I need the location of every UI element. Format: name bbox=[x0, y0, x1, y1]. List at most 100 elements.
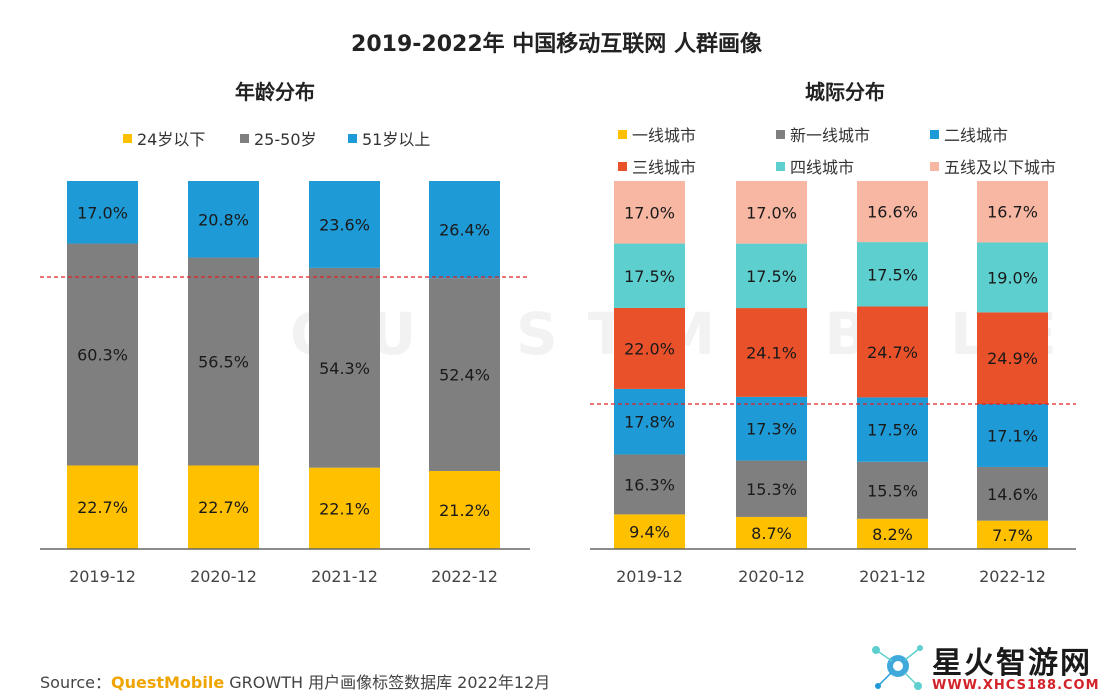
city-legend-item: 二线城市 bbox=[930, 122, 1008, 146]
city-data-label: 17.0% bbox=[746, 203, 797, 222]
age-x-tick-label: 2019-12 bbox=[69, 567, 136, 586]
city-bar-2019-12-series-1 bbox=[614, 454, 685, 515]
city-bar-2020-12-series-2 bbox=[736, 396, 807, 461]
city-x-tick-label: 2020-12 bbox=[738, 567, 805, 586]
city-data-label: 15.3% bbox=[746, 480, 797, 499]
city-data-label: 14.6% bbox=[987, 485, 1038, 504]
city-bar-2019-12-series-0 bbox=[614, 514, 685, 549]
legend-swatch bbox=[240, 133, 249, 143]
age-legend-item: 51岁以上 bbox=[348, 126, 430, 150]
city-data-label: 9.4% bbox=[629, 523, 670, 542]
age-data-label: 20.8% bbox=[198, 210, 249, 229]
city-bar-2019-12-series-5 bbox=[614, 181, 685, 244]
city-data-label: 17.0% bbox=[624, 203, 675, 222]
legend-label: 新一线城市 bbox=[790, 126, 871, 145]
age-chart: 22.7% 60.3% 17.0% 2019-12 22.7% 56.5% 20.8% 202… bbox=[40, 181, 530, 586]
city-bar-2022-12-series-1 bbox=[977, 466, 1048, 521]
legend-swatch bbox=[618, 161, 627, 171]
city-bar-2021-12-series-3 bbox=[857, 306, 928, 398]
age-data-label: 22.7% bbox=[198, 498, 249, 517]
legend-label: 25-50岁 bbox=[254, 130, 317, 149]
city-bar-2021-12-series-2 bbox=[857, 397, 928, 462]
legend-swatch bbox=[930, 161, 939, 171]
age-data-label: 56.5% bbox=[198, 353, 249, 372]
age-x-tick-label: 2020-12 bbox=[190, 567, 257, 586]
age-bar-2020-12-series-2 bbox=[188, 181, 259, 258]
age-data-label: 17.0% bbox=[77, 203, 128, 222]
city-bar-2021-12-series-0 bbox=[857, 518, 928, 549]
city-x-tick-label: 2019-12 bbox=[616, 567, 683, 586]
legend-label: 51岁以上 bbox=[362, 130, 431, 149]
site-watermark: 星火智游网 WWW.XHCS188.COM bbox=[868, 636, 1108, 698]
city-data-label: 17.8% bbox=[624, 413, 675, 432]
legend-label: 一线城市 bbox=[632, 126, 697, 145]
age-bar-2022-12-series-1 bbox=[429, 278, 500, 471]
city-bar-2022-12-series-0 bbox=[977, 520, 1048, 549]
age-bar-2019-12-series-1 bbox=[67, 243, 138, 466]
city-legend-item: 一线城市 bbox=[618, 122, 696, 146]
city-bar-2022-12-series-2 bbox=[977, 404, 1048, 467]
age-legend-item: 24岁以下 bbox=[123, 126, 205, 150]
city-data-label: 17.5% bbox=[624, 267, 675, 286]
legend-label: 二线城市 bbox=[944, 126, 1009, 145]
age-bar-2022-12-series-0 bbox=[429, 470, 500, 549]
city-bar-2021-12-series-1 bbox=[857, 461, 928, 519]
network-logo-icon bbox=[872, 645, 923, 690]
source-text: GROWTH 用户画像标签数据库 2022年12月 bbox=[229, 673, 551, 692]
legend-swatch bbox=[618, 129, 627, 139]
city-bar-2020-12-series-3 bbox=[736, 308, 807, 397]
legend-swatch bbox=[776, 161, 785, 171]
city-data-label: 7.7% bbox=[992, 526, 1033, 545]
age-bar-2020-12-series-0 bbox=[188, 465, 259, 549]
city-chart: 9.4% 16.3% 17.8% 22.0% 17.5% 17.0% 2019-12 8.7%… bbox=[590, 181, 1076, 586]
age-data-label: 26.4% bbox=[439, 221, 490, 240]
age-bar-2019-12-series-0 bbox=[67, 465, 138, 549]
age-legend-item: 25-50岁 bbox=[240, 126, 317, 150]
source-note: Source：QuestMobile GROWTH 用户画像标签数据库 2022… bbox=[40, 669, 550, 693]
watermark-url: WWW.XHCS188.COM bbox=[932, 678, 1100, 693]
legend-swatch bbox=[348, 133, 357, 143]
city-bar-2022-12-series-3 bbox=[977, 312, 1048, 405]
city-legend: 一线城市 新一线城市 二线城市三线城市 四线城市 五线及以下城市 bbox=[0, 120, 1113, 180]
city-data-label: 17.5% bbox=[867, 265, 918, 284]
watermark-name: 星火智游网 bbox=[932, 646, 1092, 681]
city-data-label: 8.2% bbox=[872, 525, 913, 544]
city-bar-2020-12-series-4 bbox=[736, 243, 807, 309]
legend-label: 24岁以下 bbox=[137, 130, 206, 149]
age-x-tick-label: 2022-12 bbox=[431, 567, 498, 586]
legend-label: 五线及以下城市 bbox=[944, 158, 1057, 177]
city-chart-title: 城际分布 bbox=[805, 80, 885, 104]
age-chart-title: 年龄分布 bbox=[235, 80, 315, 104]
age-data-label: 23.6% bbox=[319, 215, 370, 234]
age-bar-2019-12-series-2 bbox=[67, 181, 138, 244]
age-bar-2021-12-series-0 bbox=[309, 467, 380, 549]
city-data-label: 8.7% bbox=[751, 524, 792, 543]
city-bar-2021-12-series-4 bbox=[857, 242, 928, 307]
city-bar-2022-12-series-4 bbox=[977, 242, 1048, 313]
city-x-tick-label: 2022-12 bbox=[979, 567, 1046, 586]
city-data-label: 24.9% bbox=[987, 349, 1038, 368]
source-brand: QuestMobile bbox=[110, 673, 225, 692]
city-data-label: 16.6% bbox=[867, 203, 918, 222]
city-bar-2019-12-series-3 bbox=[614, 307, 685, 389]
age-data-label: 22.1% bbox=[319, 499, 370, 518]
age-data-label: 21.2% bbox=[439, 501, 490, 520]
city-data-label: 22.0% bbox=[624, 339, 675, 358]
age-legend: 24岁以下 25-50岁 51岁以上 bbox=[0, 126, 1113, 150]
age-data-label: 52.4% bbox=[439, 366, 490, 385]
city-bar-2020-12-series-0 bbox=[736, 516, 807, 549]
age-data-label: 22.7% bbox=[77, 498, 128, 517]
city-bar-2020-12-series-1 bbox=[736, 460, 807, 517]
city-data-label: 17.5% bbox=[867, 421, 918, 440]
age-bar-2020-12-series-1 bbox=[188, 257, 259, 466]
city-legend-item: 新一线城市 bbox=[776, 122, 870, 146]
legend-swatch bbox=[930, 129, 939, 139]
city-legend-item: 三线城市 bbox=[618, 154, 696, 178]
city-bar-2021-12-series-5 bbox=[857, 181, 928, 243]
age-x-tick-label: 2021-12 bbox=[311, 567, 378, 586]
legend-label: 四线城市 bbox=[790, 158, 855, 177]
city-data-label: 16.7% bbox=[987, 203, 1038, 222]
city-data-label: 24.7% bbox=[867, 343, 918, 362]
city-bar-2020-12-series-5 bbox=[736, 181, 807, 244]
